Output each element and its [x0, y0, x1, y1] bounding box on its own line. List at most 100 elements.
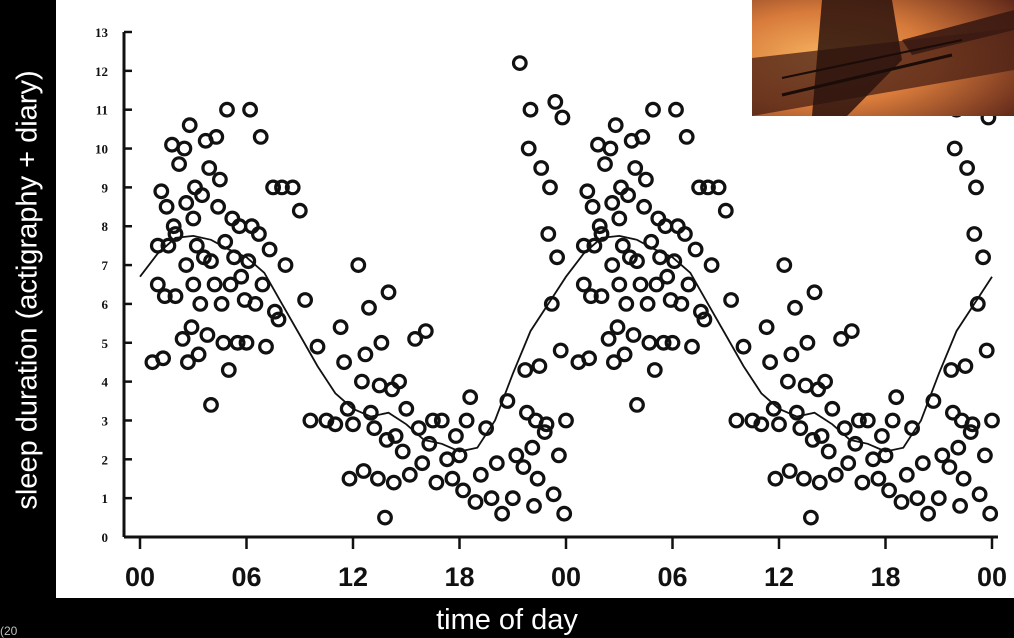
data-point — [646, 362, 663, 378]
data-point — [840, 455, 857, 472]
data-point — [909, 490, 926, 507]
data-point — [213, 296, 230, 312]
data-point — [517, 362, 534, 378]
data-point — [444, 470, 461, 487]
data-point — [179, 354, 196, 371]
data-point — [240, 253, 257, 270]
data-point — [955, 470, 972, 487]
data-point — [297, 292, 314, 308]
data-point — [666, 253, 683, 270]
data-point — [373, 334, 390, 351]
data-point — [554, 109, 571, 126]
data-point — [700, 179, 716, 196]
data-point — [499, 393, 516, 409]
data-point — [678, 128, 695, 145]
data-point — [780, 373, 796, 390]
data-point — [519, 404, 535, 421]
data-point — [950, 439, 967, 456]
x-tick-label: 00 — [125, 562, 155, 592]
data-point — [744, 412, 761, 429]
data-point — [520, 140, 537, 157]
data-point — [797, 377, 814, 394]
y-tick-label: 6 — [102, 297, 109, 312]
data-point — [590, 136, 606, 153]
data-point — [203, 397, 219, 413]
data-point — [655, 334, 672, 351]
data-point — [881, 482, 897, 499]
data-point — [247, 296, 264, 312]
data-point — [914, 455, 931, 472]
data-point — [149, 237, 166, 254]
y-tick-label: 1 — [102, 491, 109, 506]
data-point — [946, 140, 963, 157]
x-tick-label: 18 — [444, 562, 474, 592]
data-point — [274, 179, 290, 196]
data-point — [781, 463, 798, 479]
data-point — [851, 412, 867, 429]
data-point — [616, 346, 633, 363]
data-point — [859, 412, 876, 429]
data-point — [458, 412, 475, 429]
data-point — [581, 350, 597, 367]
data-point — [575, 276, 592, 293]
data-point — [639, 296, 656, 312]
data-point — [410, 420, 427, 437]
data-point — [703, 257, 720, 274]
data-point — [803, 509, 819, 526]
data-point — [547, 93, 564, 110]
data-point — [178, 257, 195, 274]
data-point — [167, 288, 184, 305]
data-point — [558, 412, 574, 429]
data-point — [811, 474, 828, 491]
data-point — [877, 447, 894, 464]
y-tick-label: 7 — [102, 258, 109, 273]
y-tick-label: 13 — [95, 25, 109, 40]
data-point — [542, 179, 558, 196]
data-point — [693, 303, 709, 320]
data-point — [930, 490, 947, 507]
data-point — [355, 463, 372, 479]
data-point — [515, 459, 532, 476]
data-point — [643, 233, 660, 250]
data-point — [952, 498, 968, 514]
data-point — [591, 218, 608, 235]
data-point — [638, 171, 654, 188]
data-point — [540, 226, 557, 242]
y-tick-label: 12 — [95, 64, 108, 79]
data-point — [165, 218, 182, 235]
data-point — [684, 338, 700, 355]
data-point — [806, 284, 823, 301]
data-point — [270, 311, 287, 328]
data-point — [824, 400, 841, 417]
data-point — [925, 393, 942, 409]
data-point — [220, 362, 237, 378]
data-point — [203, 253, 219, 270]
data-point — [455, 482, 472, 499]
data-point — [391, 373, 408, 390]
data-point — [377, 509, 393, 526]
data-point — [208, 128, 225, 145]
data-point — [847, 435, 864, 452]
data-point — [620, 187, 636, 204]
y-tick-label: 10 — [95, 142, 108, 157]
data-point — [401, 466, 418, 483]
data-point — [387, 428, 404, 444]
data-point — [226, 249, 243, 266]
data-point — [969, 296, 986, 312]
data-point — [593, 288, 610, 305]
y-tick-label: 9 — [102, 180, 109, 195]
data-point — [176, 140, 193, 157]
data-point — [266, 303, 283, 320]
data-point — [407, 331, 424, 347]
data-point — [762, 354, 778, 371]
data-point — [820, 443, 837, 460]
data-point — [222, 276, 239, 293]
data-point — [827, 466, 844, 483]
data-point — [545, 486, 562, 503]
data-point — [673, 296, 690, 312]
data-point — [194, 187, 211, 204]
data-point — [153, 183, 170, 200]
data-point — [439, 451, 456, 468]
data-point — [332, 319, 349, 336]
data-point — [934, 447, 951, 464]
